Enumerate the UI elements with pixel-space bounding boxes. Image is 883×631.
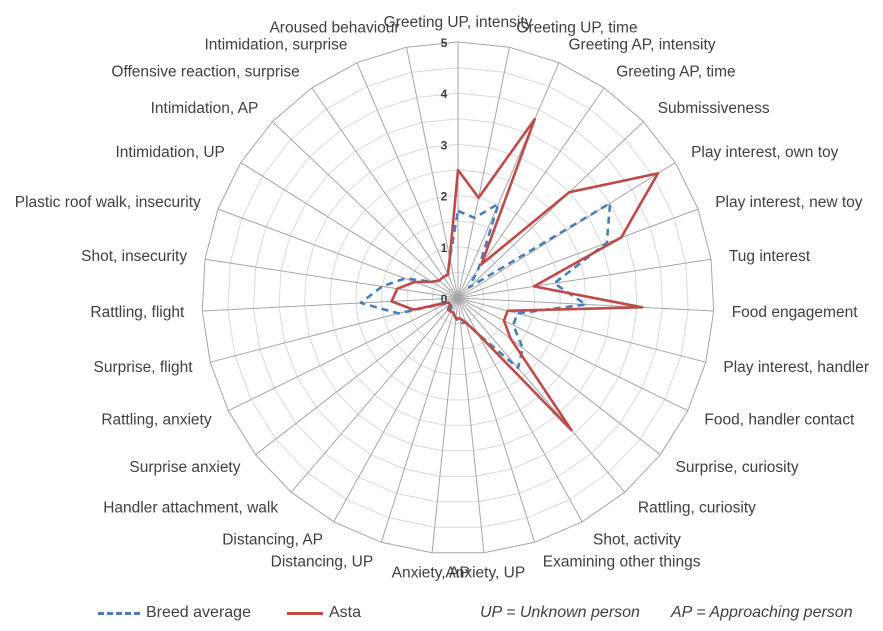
legend-label: Breed average	[146, 604, 251, 621]
legend-note-ap: AP = Approaching person	[671, 604, 853, 621]
axis-spoke	[311, 87, 459, 299]
tick-label: 1	[441, 241, 448, 255]
axis-spoke	[457, 297, 661, 456]
axis-spoke	[204, 258, 459, 299]
axis-label: Play interest, own toy	[691, 144, 839, 161]
axis-label: Food engagement	[732, 304, 859, 321]
axis-spoke	[202, 297, 459, 312]
legend-swatch-solid	[287, 611, 323, 615]
axis-label: Food, handler contact	[704, 412, 855, 429]
axis-spoke	[290, 297, 459, 493]
axis-label: Distancing, UP	[271, 553, 374, 570]
axis-label: Anxiety, UP	[445, 565, 525, 582]
legend-label: Asta	[329, 604, 362, 621]
axis-label: Intimidation, AP	[151, 100, 259, 117]
grid-ring	[252, 92, 664, 503]
axis-label: Offensive reaction, surprise	[111, 64, 299, 81]
axis-label: Surprise anxiety	[129, 459, 240, 476]
axis-label: Greeting AP, time	[616, 64, 735, 81]
radar-series	[359, 117, 660, 432]
axis-label: Greeting UP, intensity	[384, 14, 533, 31]
grid-ring	[227, 67, 689, 528]
tick-label: 2	[441, 190, 448, 204]
axis-label: Rattling, flight	[90, 304, 185, 321]
grid-ring	[304, 143, 612, 452]
axis-spoke	[356, 62, 459, 299]
legend-item-breed-average: Breed average	[98, 600, 251, 626]
tick-label: 5	[441, 36, 448, 50]
axis-label: Distancing, AP	[222, 531, 323, 548]
axis-spoke	[457, 208, 699, 299]
axis-spoke	[227, 297, 459, 412]
radar-spokes	[202, 42, 714, 553]
legend-note-up: UP = Unknown person	[480, 604, 640, 621]
legend-swatch-dashed	[98, 611, 140, 615]
axis-spoke	[457, 297, 626, 493]
legend: Breed average Asta UP = Unknown person A…	[0, 600, 883, 626]
axis-label: Greeting UP, time	[516, 20, 637, 37]
axis-spoke	[255, 297, 459, 456]
axis-spoke	[457, 47, 510, 299]
axis-label: Aroused behaviour	[269, 20, 399, 37]
radar-grid	[201, 41, 715, 554]
axis-label: Shot, insecurity	[81, 248, 187, 265]
axis-label: Shot, activity	[593, 531, 681, 548]
radial-tick-labels: 0 1 2 3 4 5	[441, 36, 448, 306]
tick-label: 0	[441, 292, 448, 306]
axis-label: Intimidation, surprise	[204, 36, 347, 53]
axis-spoke	[333, 297, 459, 523]
axis-label: Tug interest	[729, 248, 811, 265]
grid-ring	[201, 41, 715, 554]
axis-spoke	[457, 297, 714, 312]
axis-spoke	[457, 297, 485, 553]
axis-label: Examining other things	[543, 553, 701, 570]
axis-label: Play interest, new toy	[715, 194, 863, 211]
legend-item-asta: Asta	[287, 600, 361, 626]
axis-spoke	[457, 297, 706, 363]
axis-spoke	[272, 121, 459, 299]
axis-spoke	[457, 297, 689, 412]
axis-label: Play interest, handler	[723, 359, 869, 376]
grid-ring	[406, 246, 510, 350]
grid-ring	[431, 271, 485, 324]
axis-label: Handler attachment, walk	[103, 499, 278, 516]
axis-spoke	[457, 162, 676, 299]
grid-ring	[380, 220, 536, 375]
axis-spoke	[240, 162, 459, 299]
axis-label: Anxiety, AP	[392, 565, 470, 582]
grid-ring	[329, 169, 587, 426]
grid-ring	[278, 118, 638, 477]
tick-label: 3	[441, 138, 448, 152]
tick-label: 4	[441, 87, 448, 101]
axis-label: Submissiveness	[658, 100, 770, 117]
axis-label: Intimidation, UP	[115, 144, 224, 161]
axis-spoke	[457, 121, 644, 299]
axis-spoke	[457, 258, 712, 299]
axis-label: Surprise, flight	[94, 359, 194, 376]
axis-label: Plastic roof walk, insecurity	[15, 194, 201, 211]
axis-spoke	[457, 297, 536, 543]
grid-ring	[355, 195, 561, 401]
axis-label: Rattling, curiosity	[638, 499, 756, 516]
axis-label: Rattling, anxiety	[101, 412, 212, 429]
axis-spoke	[457, 62, 560, 299]
axis-label: Greeting AP, intensity	[569, 36, 716, 53]
axis-spoke	[431, 297, 459, 553]
axis-spoke	[380, 297, 459, 543]
axis-label: Surprise, curiosity	[676, 459, 799, 476]
axis-spoke	[217, 208, 459, 299]
series-asta	[390, 117, 660, 432]
